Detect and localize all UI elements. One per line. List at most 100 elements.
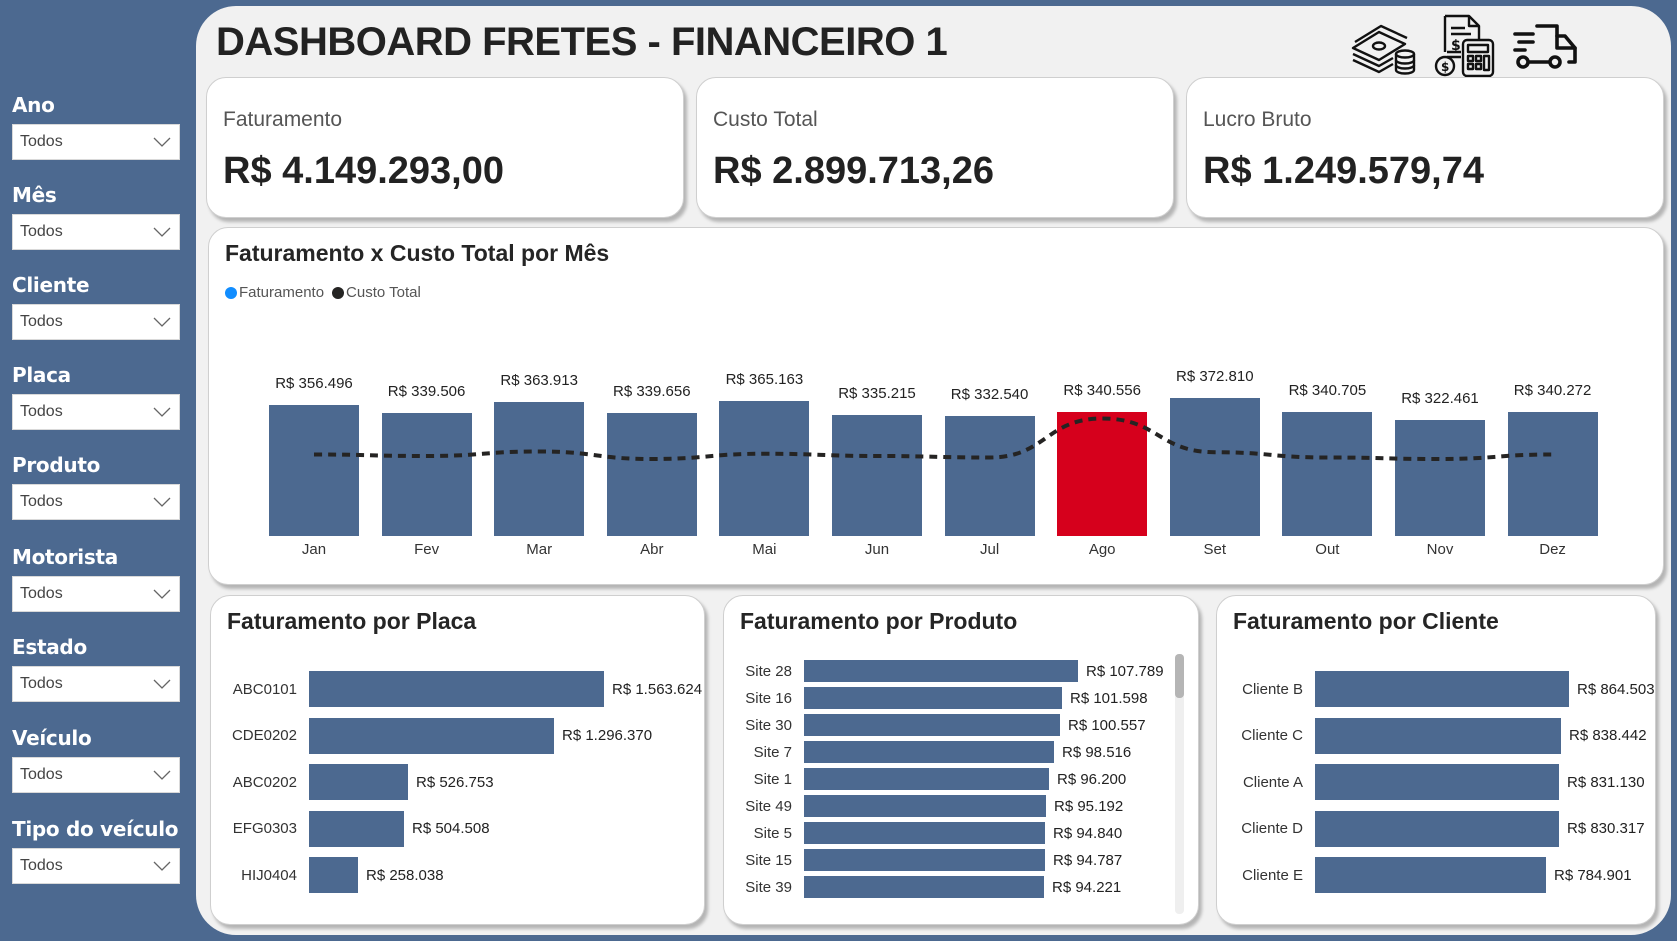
- bar[interactable]: [309, 671, 604, 707]
- bar-row[interactable]: Site 1 R$ 96.200: [724, 768, 1126, 790]
- filter-dropdown[interactable]: Todos: [12, 576, 180, 612]
- bar[interactable]: [804, 795, 1046, 817]
- kpi-card-lucro-bruto: Lucro Bruto R$ 1.249.579,74: [1186, 77, 1664, 218]
- data-label: R$ 363.913: [500, 371, 578, 389]
- bar-row[interactable]: HIJ0404 R$ 258.038: [211, 857, 444, 893]
- bar-category-label: Cliente D: [1241, 820, 1303, 837]
- bar-row[interactable]: Site 7 R$ 98.516: [724, 741, 1131, 763]
- placa-plot-area: ABC0101 R$ 1.563.624 CDE0202 R$ 1.296.370 AB…: [211, 596, 706, 926]
- filter-selected-value: Todos: [20, 766, 63, 783]
- month-bar[interactable]: [1057, 412, 1148, 536]
- filter-dropdown[interactable]: Todos: [12, 394, 180, 430]
- bar-row[interactable]: Cliente A R$ 831.130: [1217, 764, 1645, 800]
- filter-selected-value: Todos: [20, 857, 63, 874]
- chart-title: Faturamento x Custo Total por Mês: [225, 240, 610, 266]
- bar-row[interactable]: Site 39 R$ 94.221: [724, 876, 1121, 898]
- scroll-thumb[interactable]: [1175, 654, 1184, 698]
- axis-label: Mar: [526, 540, 553, 558]
- chevron-down-icon: [153, 679, 171, 689]
- month-bar[interactable]: [944, 415, 1035, 536]
- month-bar[interactable]: [1395, 420, 1485, 536]
- header-icons: $ $: [1349, 14, 1581, 78]
- month-column[interactable]: R$ 322.461 Nov: [1395, 390, 1485, 558]
- month-column[interactable]: R$ 363.913 Mar: [494, 372, 585, 558]
- month-column[interactable]: R$ 339.506 Fev: [381, 383, 472, 558]
- bar[interactable]: [1315, 717, 1561, 754]
- axis-label: Out: [1315, 540, 1340, 558]
- bar[interactable]: [1315, 764, 1559, 800]
- filter-dropdown[interactable]: Todos: [12, 304, 180, 340]
- bar[interactable]: [1315, 810, 1559, 847]
- month-column[interactable]: R$ 340.272 Dez: [1507, 382, 1598, 558]
- filter-selected-value: Todos: [20, 585, 63, 602]
- bar[interactable]: [804, 768, 1049, 790]
- bar-row[interactable]: Site 16 R$ 101.598: [724, 687, 1148, 709]
- month-bar[interactable]: [606, 412, 697, 536]
- bar-row[interactable]: CDE0202 R$ 1.296.370: [211, 717, 652, 754]
- month-bar[interactable]: [1282, 412, 1373, 536]
- month-column[interactable]: R$ 332.540 Jul: [944, 386, 1035, 558]
- bar[interactable]: [804, 849, 1045, 871]
- filter-dropdown[interactable]: Todos: [12, 848, 180, 884]
- bar[interactable]: [1315, 671, 1569, 707]
- bar-row[interactable]: Site 49 R$ 95.192: [724, 795, 1123, 817]
- bar[interactable]: [804, 687, 1062, 709]
- filter-dropdown[interactable]: Todos: [12, 666, 180, 702]
- month-column[interactable]: R$ 365.163 Mai: [719, 371, 810, 558]
- bar[interactable]: [1315, 857, 1546, 893]
- bar-row[interactable]: EFG0303 R$ 504.508: [211, 810, 490, 847]
- filter-dropdown[interactable]: Todos: [12, 214, 180, 250]
- bar[interactable]: [309, 857, 358, 893]
- bar[interactable]: [309, 764, 408, 800]
- bar-row[interactable]: Cliente B R$ 864.503: [1217, 671, 1655, 707]
- month-bar[interactable]: [1169, 398, 1260, 536]
- kpi-label: Faturamento: [223, 108, 343, 131]
- bar-row[interactable]: Cliente D R$ 830.317: [1217, 810, 1645, 847]
- month-bar[interactable]: [719, 401, 810, 536]
- filter-dropdown[interactable]: Todos: [12, 757, 180, 793]
- month-column[interactable]: R$ 335.215 Jun: [832, 385, 922, 558]
- bar[interactable]: [804, 714, 1060, 736]
- month-column[interactable]: R$ 356.496 Jan: [269, 375, 359, 558]
- month-bar[interactable]: [832, 414, 922, 536]
- month-column[interactable]: R$ 340.705 Out: [1282, 382, 1373, 558]
- filter-dropdown[interactable]: Todos: [12, 484, 180, 520]
- chevron-down-icon: [153, 497, 171, 507]
- legend-item-faturamento[interactable]: Faturamento: [225, 284, 324, 301]
- bar-row[interactable]: Site 15 R$ 94.787: [724, 849, 1122, 871]
- filter-dropdown[interactable]: Todos: [12, 124, 180, 160]
- bar[interactable]: [309, 810, 404, 847]
- bar-row[interactable]: Cliente C R$ 838.442: [1217, 717, 1647, 754]
- month-column[interactable]: R$ 340.556 Ago: [1057, 382, 1148, 558]
- month-column[interactable]: R$ 372.810 Set: [1169, 368, 1260, 558]
- bar-row[interactable]: ABC0101 R$ 1.563.624: [211, 671, 702, 707]
- chevron-down-icon: [153, 137, 171, 147]
- data-label: R$ 365.163: [725, 371, 804, 389]
- bar[interactable]: [804, 876, 1044, 898]
- bar-row[interactable]: ABC0202 R$ 526.753: [211, 764, 494, 800]
- bar[interactable]: [804, 822, 1045, 844]
- bar-row[interactable]: Site 5 R$ 94.840: [724, 822, 1122, 844]
- produto-scrollbar[interactable]: [1175, 654, 1184, 914]
- bar-category-label: Site 49: [745, 797, 792, 815]
- month-bar[interactable]: [381, 412, 472, 536]
- bar[interactable]: [309, 717, 554, 754]
- filter-cliente: Cliente Todos: [12, 270, 180, 340]
- month-bar[interactable]: [1507, 412, 1598, 536]
- month-bar[interactable]: [494, 401, 585, 536]
- bar[interactable]: [804, 660, 1078, 682]
- chart-title: Faturamento por Placa: [227, 608, 477, 634]
- bar-row[interactable]: Cliente E R$ 784.901: [1217, 857, 1632, 893]
- bar[interactable]: [804, 741, 1054, 763]
- bar-row[interactable]: Site 28 R$ 107.789: [724, 660, 1164, 682]
- filter-motorista: Motorista Todos: [12, 542, 180, 612]
- legend-item-custo-total[interactable]: Custo Total: [332, 284, 421, 301]
- month-column[interactable]: R$ 339.656 Abr: [606, 383, 697, 558]
- legend-dot-icon: [225, 286, 237, 299]
- custo-total-line: [313, 416, 1553, 462]
- filter-label: Estado: [12, 635, 87, 659]
- bar-row[interactable]: Site 30 R$ 100.557: [724, 714, 1146, 736]
- data-label: R$ 340.272: [1513, 382, 1592, 400]
- bar-value-label: R$ 864.503: [1577, 680, 1655, 698]
- month-bar[interactable]: [269, 405, 359, 536]
